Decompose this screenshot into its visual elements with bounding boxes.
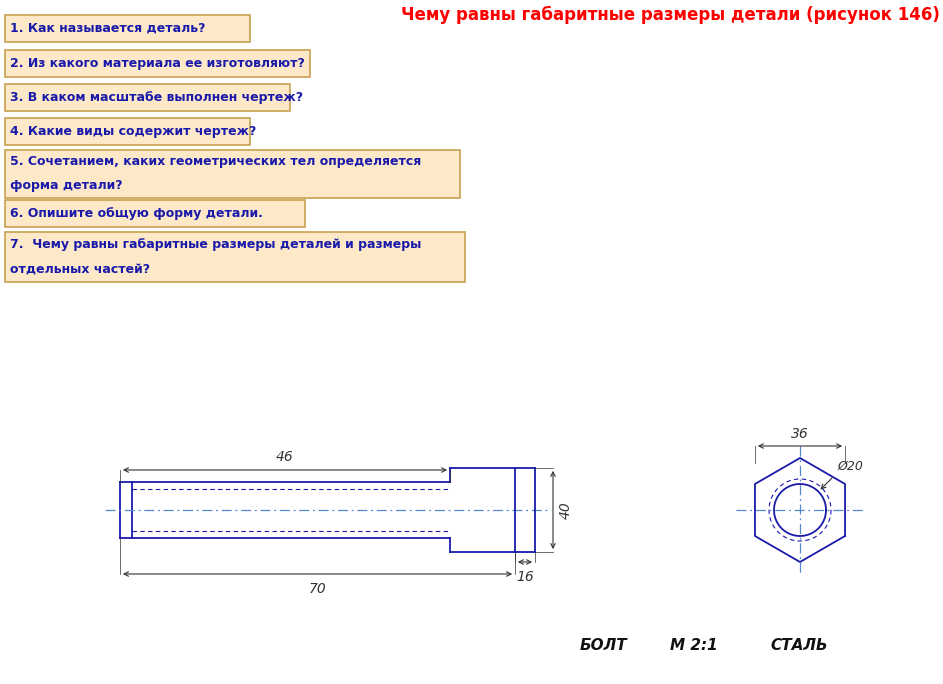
Text: 6. Опишите общую форму детали.: 6. Опишите общую форму детали. (10, 207, 263, 220)
FancyBboxPatch shape (5, 15, 250, 42)
Text: 3. В каком масштабе выполнен чертеж?: 3. В каком масштабе выполнен чертеж? (10, 91, 303, 104)
Text: Чему равны габаритные размеры детали (рисунок 146): Чему равны габаритные размеры детали (ри… (401, 6, 940, 24)
Text: 46: 46 (276, 450, 294, 464)
Text: 2. Из какого материала ее изготовляют?: 2. Из какого материала ее изготовляют? (10, 57, 305, 70)
FancyBboxPatch shape (5, 50, 310, 77)
Text: M 2:1: M 2:1 (670, 637, 718, 653)
FancyBboxPatch shape (5, 150, 460, 198)
Text: отдельных частей?: отдельных частей? (10, 263, 150, 276)
Text: 16: 16 (516, 570, 534, 584)
FancyBboxPatch shape (5, 84, 290, 111)
Text: 36: 36 (791, 427, 809, 441)
Text: 4. Какие виды содержит чертеж?: 4. Какие виды содержит чертеж? (10, 125, 256, 138)
FancyBboxPatch shape (5, 118, 250, 145)
Text: СТАЛЬ: СТАЛЬ (770, 637, 828, 653)
Text: 7.  Чему равны габаритные размеры деталей и размеры: 7. Чему равны габаритные размеры деталей… (10, 238, 422, 251)
Text: 1. Как называется деталь?: 1. Как называется деталь? (10, 22, 206, 35)
FancyBboxPatch shape (5, 200, 305, 227)
Text: БОЛТ: БОЛТ (580, 637, 628, 653)
Text: 40: 40 (559, 501, 573, 519)
Text: 5. Сочетанием, каких геометрических тел определяется: 5. Сочетанием, каких геометрических тел … (10, 155, 422, 168)
Text: форма детали?: форма детали? (10, 179, 123, 192)
Text: 70: 70 (308, 582, 326, 596)
FancyBboxPatch shape (5, 232, 465, 282)
Text: Ø20: Ø20 (837, 460, 863, 473)
